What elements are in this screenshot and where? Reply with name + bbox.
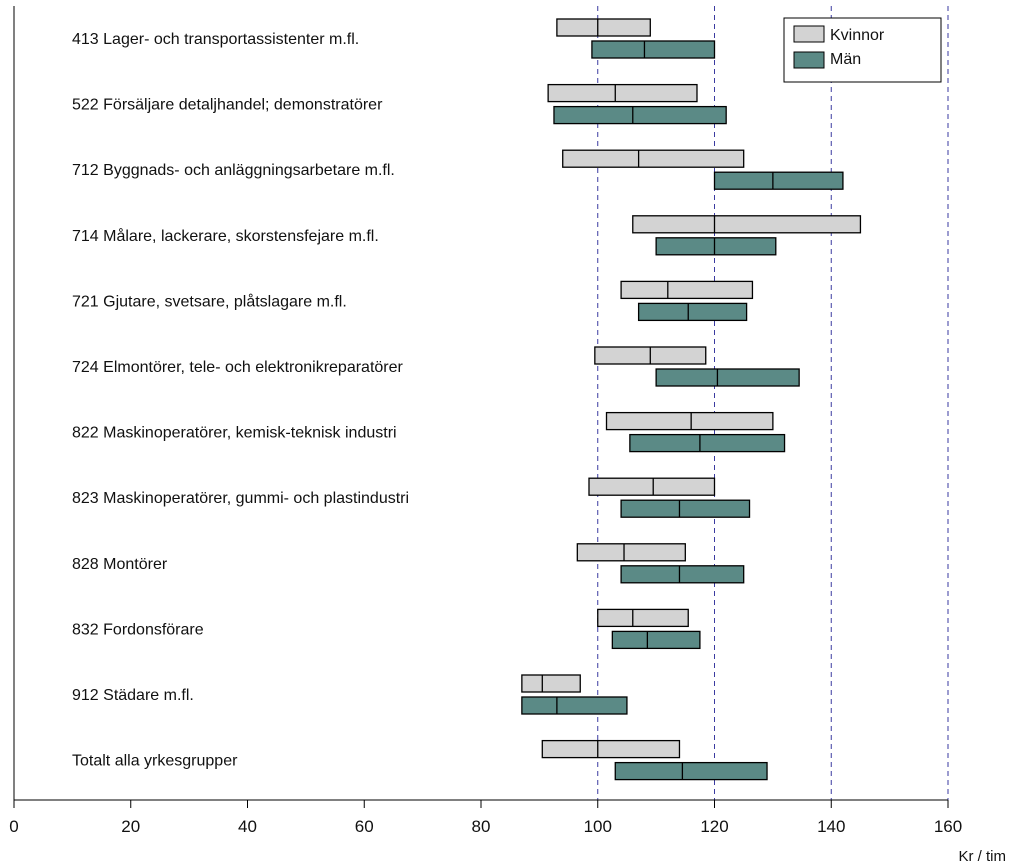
bar-man <box>553 105 727 125</box>
legend-label-kvinnor: Kvinnor <box>830 27 885 44</box>
category-label: 721 Gjutare, svetsare, plåtslagare m.fl. <box>72 292 347 310</box>
bar-kvinnor <box>547 83 698 103</box>
x-axis <box>13 6 948 801</box>
bar-man <box>614 761 768 781</box>
bar-man <box>637 302 748 322</box>
legend: Kvinnor Män <box>783 17 942 83</box>
x-tick-label-60: 60 <box>355 817 374 836</box>
category-label: 823 Maskinoperatörer, gummi- och plastin… <box>72 490 409 507</box>
category-label: 828 Montörer <box>72 556 168 573</box>
category-label: Totalt alla yrkesgrupper <box>72 753 238 770</box>
bar-kvinnor <box>521 674 581 693</box>
bar-man <box>629 433 786 453</box>
category-label: 724 Elmontörer, tele- och elektronikrepa… <box>72 359 404 376</box>
bar-man <box>713 171 844 190</box>
legend-swatch-kvinnor <box>793 25 825 43</box>
category-label: 712 Byggnads- och anläggningsarbetare m.… <box>72 162 395 179</box>
bar-man <box>521 696 628 715</box>
category-label: 912 Städare m.fl. <box>72 687 194 704</box>
legend-swatch-man <box>793 51 825 69</box>
bar-man <box>620 499 751 518</box>
x-tick-label-40: 40 <box>238 817 257 836</box>
x-tick-label-80: 80 <box>472 817 491 836</box>
bar-man <box>655 237 777 256</box>
bar-kvinnor <box>556 18 651 37</box>
legend-label-man: Män <box>830 51 861 68</box>
x-axis-unit-label: Kr / tim <box>959 848 1007 864</box>
category-label: 413 Lager- och transportassistenter m.fl… <box>72 31 359 48</box>
bar-man <box>655 368 800 387</box>
x-tick-label-20: 20 <box>121 817 140 836</box>
bar-kvinnor <box>541 739 681 759</box>
gridlines <box>597 6 949 800</box>
category-label: 832 Fordonsförare <box>72 621 204 638</box>
bar-kvinnor <box>576 543 686 562</box>
bar-kvinnor <box>632 215 862 234</box>
x-tick-label-120: 120 <box>700 817 728 836</box>
category-label: 714 Målare, lackerare, skorstensfejare m… <box>72 227 379 245</box>
x-tick-label-100: 100 <box>584 817 612 836</box>
category-labels: 413 Lager- och transportassistenter m.fl… <box>72 31 409 770</box>
bar-kvinnor <box>562 149 745 168</box>
bar-man <box>591 40 716 59</box>
bar-kvinnor <box>588 477 716 496</box>
bars <box>521 18 862 781</box>
x-ticks: 0 20 40 60 80 100 120 140 160 <box>9 800 962 836</box>
bar-kvinnor <box>597 608 689 628</box>
bar-man <box>620 565 745 584</box>
bar-kvinnor <box>620 280 754 300</box>
x-tick-label-0: 0 <box>9 817 18 836</box>
bar-kvinnor <box>605 411 774 431</box>
x-tick-label-160: 160 <box>934 817 962 836</box>
category-label: 522 Försäljare detaljhandel; demonstratö… <box>72 97 383 114</box>
x-tick-label-140: 140 <box>817 817 845 836</box>
bar-man <box>611 630 701 650</box>
category-label: 822 Maskinoperatörer, kemisk-teknisk ind… <box>72 425 397 442</box>
